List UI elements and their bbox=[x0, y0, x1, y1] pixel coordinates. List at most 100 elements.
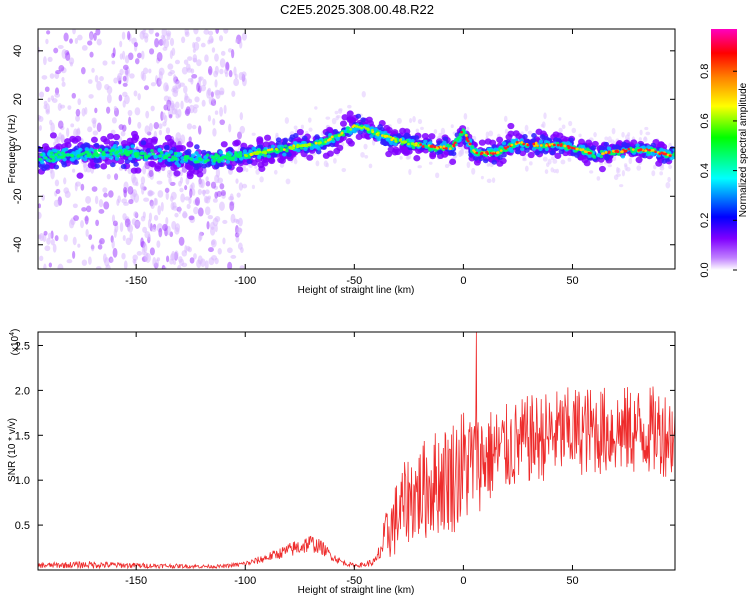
spectrogram-band-cell bbox=[164, 134, 172, 142]
spectrogram-core-cell bbox=[539, 144, 543, 147]
spectrogram-band-cell bbox=[128, 150, 133, 154]
spectrogram-y-tick-label: -20 bbox=[12, 188, 24, 204]
spectrogram-noise-speck bbox=[88, 234, 93, 240]
snr-x-tick-label: 50 bbox=[566, 575, 578, 587]
spectrogram-band-cell bbox=[75, 149, 80, 154]
spectrogram-noise-speck bbox=[63, 177, 67, 185]
spectrogram-core-cell bbox=[402, 141, 406, 144]
spectrogram-noise-speck bbox=[415, 128, 420, 133]
spectrogram-noise-speck bbox=[148, 122, 153, 132]
spectrogram-noise-speck bbox=[179, 258, 185, 267]
spectrogram-band-cell bbox=[220, 155, 225, 160]
spectrogram-core-cell bbox=[544, 144, 548, 147]
spectrogram-noise-speck bbox=[103, 192, 108, 198]
spectrogram-band-cell bbox=[395, 133, 402, 139]
spectrogram-x-label: Height of straight line (km) bbox=[298, 285, 415, 296]
spectrogram-noise-speck bbox=[38, 211, 42, 220]
spectrogram-noise-speck bbox=[184, 196, 190, 201]
spectrogram-band-cell bbox=[373, 127, 378, 132]
spectrogram-noise-speck bbox=[94, 195, 99, 205]
spectrogram-noise-speck bbox=[158, 80, 163, 86]
spectrogram-noise-speck bbox=[166, 32, 171, 41]
spectrogram-band-cell bbox=[497, 154, 503, 160]
spectrogram-band-cell bbox=[470, 145, 475, 149]
spectrogram-band-cell bbox=[606, 146, 612, 151]
spectrogram-noise-speck bbox=[41, 75, 48, 80]
spectrogram-noise-speck bbox=[228, 123, 232, 133]
spectrogram-band-cell bbox=[38, 158, 41, 162]
spectrogram-noise-speck bbox=[66, 259, 73, 264]
spectrogram-band-cell bbox=[377, 124, 383, 130]
spectrogram-band-cell bbox=[180, 156, 185, 161]
spectrogram-band-cell bbox=[322, 152, 330, 159]
spectrogram-band-cell bbox=[428, 133, 436, 140]
spectrogram-noise-speck bbox=[524, 124, 529, 132]
spectrogram-noise-speck bbox=[38, 114, 42, 120]
snr-frame bbox=[37, 331, 676, 571]
spectrogram-noise-speck bbox=[623, 163, 628, 168]
spectrogram-band-cell bbox=[100, 163, 108, 170]
spectrogram-noise-speck bbox=[200, 42, 206, 48]
spectrogram-noise-speck bbox=[214, 89, 221, 96]
spectrogram-band-cell bbox=[635, 143, 640, 148]
spectrogram-noise-speck bbox=[109, 257, 114, 263]
spectrogram-noise-speck bbox=[192, 124, 197, 130]
spectrogram-band-cell bbox=[650, 152, 656, 157]
spectrogram-core-cell bbox=[491, 152, 495, 155]
spectrogram-band-cell bbox=[531, 133, 537, 139]
spectrogram-band-cell bbox=[162, 156, 167, 160]
spectrogram-noise-speck bbox=[74, 37, 79, 44]
spectrogram-core-cell bbox=[604, 151, 608, 154]
spectrogram-noise-speck bbox=[144, 125, 150, 135]
spectrogram-noise-speck bbox=[52, 243, 57, 253]
spectrogram-noise-speck bbox=[204, 260, 209, 269]
spectrogram-noise-speck bbox=[94, 107, 98, 114]
spectrogram-band-cell bbox=[109, 155, 114, 160]
spectrogram-noise-speck bbox=[621, 131, 625, 138]
spectrogram-core-cell bbox=[296, 145, 299, 149]
spectrogram-noise-speck bbox=[628, 157, 633, 165]
colorbar-gradient bbox=[711, 29, 737, 270]
spectrogram-band-cell bbox=[482, 158, 489, 164]
spectrogram-core-cell bbox=[486, 152, 490, 156]
spectrogram-noise-speck bbox=[214, 53, 219, 62]
spectrogram-core-cell bbox=[572, 147, 576, 150]
spectrogram-band-cell bbox=[102, 152, 106, 157]
snr-y-tick-label: 2.5 bbox=[15, 340, 30, 352]
spectrogram-band-cell bbox=[531, 146, 537, 151]
spectrogram-noise-speck bbox=[54, 235, 59, 242]
spectrogram-noise-speck bbox=[128, 198, 134, 205]
spectrogram-core-cell bbox=[506, 145, 510, 149]
spectrogram-noise-speck bbox=[552, 158, 558, 164]
spectrogram-band-cell bbox=[501, 152, 507, 158]
spectrogram-noise-speck bbox=[347, 104, 352, 109]
spectrogram-noise-speck bbox=[97, 244, 103, 250]
spectrogram-noise-speck bbox=[63, 32, 69, 42]
spectrogram-core-cell bbox=[654, 150, 657, 154]
spectrogram-x-tick-label: -150 bbox=[125, 275, 147, 287]
spectrogram-noise-speck bbox=[95, 29, 101, 36]
spectrogram-noise-speck bbox=[111, 239, 115, 249]
spectrogram-y-tick-label: -40 bbox=[12, 237, 24, 253]
spectrogram-core-cell bbox=[249, 153, 253, 156]
spectrogram-noise-speck bbox=[202, 79, 207, 87]
spectrogram-core-cell bbox=[337, 134, 341, 137]
spectrogram-band-cell bbox=[103, 138, 111, 145]
spectrogram-core-cell bbox=[314, 141, 318, 145]
spectrogram-band-cell bbox=[346, 126, 350, 130]
spectrogram-noise-speck bbox=[196, 59, 202, 67]
spectrogram-noise-speck bbox=[111, 214, 116, 223]
spectrogram-noise-speck bbox=[57, 102, 62, 111]
spectrogram-core-cell bbox=[614, 150, 618, 153]
spectrogram-noise-speck bbox=[98, 199, 104, 208]
snr-y-ticks: 0.5 1.0 1.5 2.0 2.5 bbox=[15, 340, 675, 532]
spectrogram-core-cell bbox=[460, 130, 464, 134]
spectrogram-noise-speck bbox=[122, 100, 126, 108]
spectrogram-noise-speck bbox=[665, 181, 671, 189]
spectrogram-noise-speck bbox=[409, 117, 413, 124]
spectrogram-band-cell bbox=[49, 132, 57, 139]
spectrogram-noise-speck bbox=[184, 108, 190, 117]
spectrogram-band-cell bbox=[44, 156, 48, 160]
spectrogram-noise-speck bbox=[189, 188, 193, 198]
spectrogram-noise-speck bbox=[142, 226, 148, 233]
